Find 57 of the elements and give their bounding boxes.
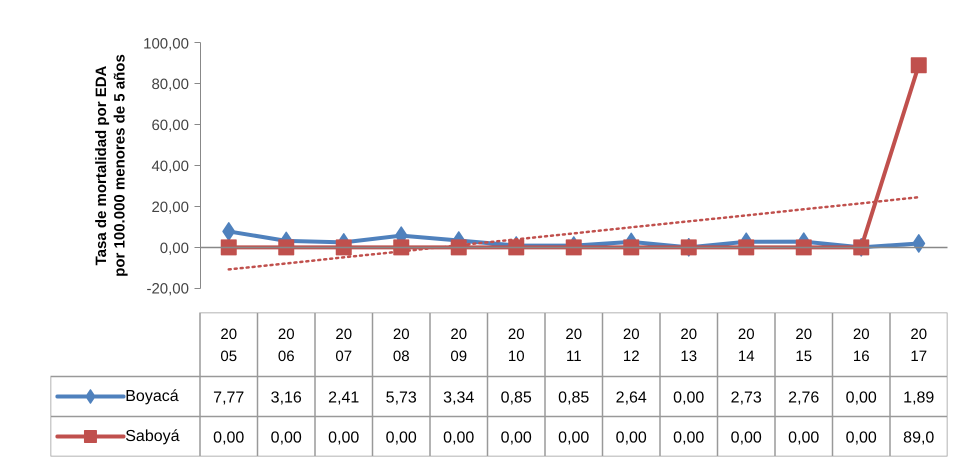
data-label: 0,00	[213, 430, 244, 446]
point	[796, 239, 812, 256]
data-label: 0,00	[673, 430, 704, 446]
data-label: 0,00	[730, 430, 762, 446]
point	[336, 239, 352, 256]
data-label: 0,00	[846, 390, 877, 406]
data-label: 0,00	[616, 430, 647, 446]
legend-label: Boyacá	[125, 388, 179, 405]
data-label: 5,73	[386, 390, 417, 406]
point	[623, 239, 640, 256]
data-label: 0,00	[846, 430, 877, 446]
data-label: 1,89	[903, 390, 934, 406]
y-tick-label: 0,00	[160, 240, 190, 257]
point	[738, 239, 754, 256]
y-axis-title: Tasa de mortalidad por EDA por 100.000 menores de 5 años	[93, 54, 129, 277]
x-tick-label: 2017	[910, 326, 928, 365]
x-tick-label: 2011	[565, 326, 582, 365]
point	[566, 239, 582, 256]
y-tick-label: -20,00	[146, 280, 190, 298]
data-label: 2,76	[788, 390, 820, 406]
x-tick-label: 2007	[335, 326, 352, 365]
x-tick-label: 2006	[278, 326, 295, 365]
data-label: 3,16	[270, 390, 302, 406]
y-tick-label: 100,00	[143, 35, 190, 52]
y-tick-label: 80,00	[151, 76, 190, 94]
data-label: 0,85	[500, 390, 532, 406]
point	[220, 239, 237, 256]
y-tick-label: 60,00	[151, 117, 190, 134]
y-tick-label: 20,00	[151, 198, 190, 216]
data-label: 0,00	[443, 430, 474, 446]
data-label: 3,34	[443, 390, 474, 406]
data-label: 0,00	[788, 430, 820, 446]
data-label: 0,00	[558, 430, 590, 446]
x-tick-label: 2013	[680, 326, 698, 365]
point	[910, 57, 927, 74]
x-tick-label: 2014	[738, 326, 755, 365]
x-tick-label: 2012	[622, 326, 640, 365]
x-tick-label: 2010	[508, 326, 525, 365]
x-tick-label: 2009	[450, 326, 468, 365]
x-tick-label: 2008	[392, 326, 410, 365]
data-label: 89,0	[903, 430, 934, 446]
data-label: 0,00	[270, 430, 302, 446]
data-label: 0,00	[386, 430, 417, 446]
x-tick-label: 2016	[852, 326, 870, 365]
data-label: 0,00	[328, 430, 360, 446]
data-label: 2,41	[328, 390, 360, 406]
data-label: 7,77	[213, 390, 244, 406]
data-label: 2,73	[730, 390, 762, 406]
x-tick-label: 2005	[220, 326, 238, 365]
data-label: 0,00	[500, 430, 532, 446]
point	[278, 239, 294, 256]
data-label: 0,00	[673, 390, 704, 406]
data-label: 0,85	[558, 390, 590, 406]
x-tick-label: 2015	[795, 326, 812, 365]
data-label: 2,64	[616, 390, 647, 406]
y-tick-label: 40,00	[151, 158, 190, 175]
legend-label: Saboyá	[125, 428, 180, 445]
